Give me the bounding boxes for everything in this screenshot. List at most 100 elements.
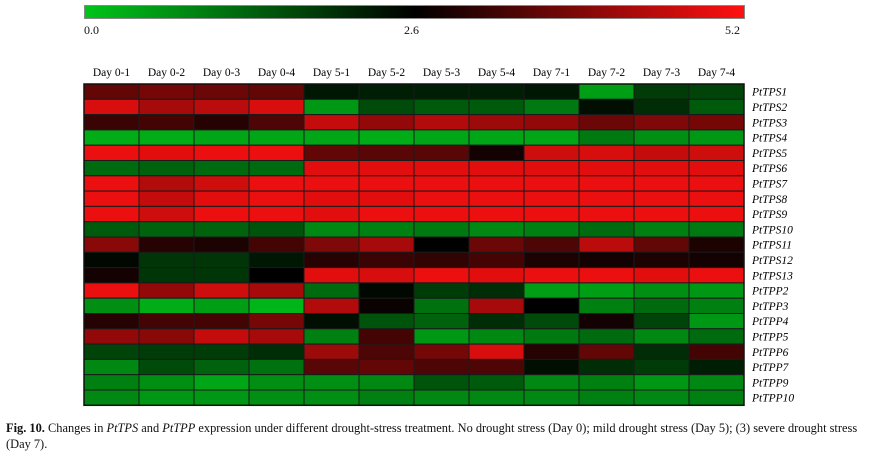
heatmap-cell [688, 221, 745, 238]
heatmap-cell [248, 313, 305, 330]
heatmap-cell [468, 83, 525, 100]
heatmap-cell [688, 236, 745, 253]
heatmap-cell [523, 114, 580, 131]
heatmap-cell [83, 129, 140, 146]
heatmap-cell [468, 282, 525, 299]
heatmap-cell [578, 343, 635, 360]
heatmap-cell [578, 313, 635, 330]
caption-part: and [138, 421, 163, 435]
heatmap-cell [523, 129, 580, 146]
heatmap-cell [83, 374, 140, 391]
heatmap-cell [358, 328, 415, 345]
heatmap-cell [193, 205, 250, 223]
heatmap-cell [578, 251, 635, 269]
row-label: PtTPS2 [751, 102, 787, 114]
heatmap-cell [523, 251, 580, 269]
heatmap-cell [358, 221, 415, 238]
heatmap-cell [523, 328, 580, 345]
heatmap-cell [633, 114, 690, 131]
heatmap-cell [303, 221, 360, 238]
heatmap-cell [303, 144, 360, 161]
column-label: Day 5-1 [313, 67, 351, 79]
heatmap-cell [83, 114, 140, 131]
heatmap-cell [303, 389, 360, 406]
heatmap-cell [83, 144, 140, 161]
heatmap-cell [523, 221, 580, 238]
heatmap-cell [523, 83, 580, 100]
column-label: Day 0-1 [93, 67, 131, 79]
heatmap-cell [688, 144, 745, 161]
heatmap-cell [83, 267, 140, 284]
heatmap-cell [248, 98, 305, 116]
heatmap-cell [83, 282, 140, 299]
heatmap-cell [468, 389, 525, 406]
column-label: Day 5-2 [368, 67, 406, 79]
heatmap-cell [578, 297, 635, 315]
column-label: Day 7-2 [588, 67, 626, 79]
heatmap-cell [413, 297, 470, 315]
heatmap-cell [413, 374, 470, 391]
row-label: PtTPP2 [751, 286, 789, 298]
heatmap-cell [248, 144, 305, 161]
heatmap-cell [468, 190, 525, 207]
row-label: PtTPS3 [751, 117, 787, 129]
heatmap-cell [358, 98, 415, 116]
heatmap-cell [688, 282, 745, 299]
heatmap-cell [578, 389, 635, 406]
heatmap-cell [688, 190, 745, 207]
colorbar [84, 5, 745, 19]
heatmap-cell [468, 221, 525, 238]
heatmap-cell [248, 251, 305, 269]
colorbar-tick-mid: 2.6 [404, 23, 419, 37]
heatmap-cell [578, 160, 635, 177]
heatmap-cell [523, 236, 580, 253]
heatmap-cell [193, 313, 250, 330]
heatmap-cell [413, 251, 470, 269]
heatmap-cell [468, 129, 525, 146]
heatmap-cell [578, 129, 635, 146]
heatmap-cell [413, 282, 470, 299]
heatmap-cell [523, 343, 580, 360]
heatmap-cell [193, 144, 250, 161]
heatmap-cell [633, 328, 690, 345]
heatmap-cell [193, 251, 250, 269]
heatmap-cell [138, 297, 195, 315]
row-label: PtTPS12 [751, 255, 793, 267]
row-label: PtTPP7 [751, 362, 790, 374]
heatmap-cell [468, 251, 525, 269]
heatmap-cell [688, 358, 745, 376]
heatmap-cell [468, 205, 525, 223]
heatmap-cell [358, 358, 415, 376]
caption-part: PtTPP [162, 421, 196, 435]
heatmap-cell [578, 358, 635, 376]
heatmap-cell [688, 297, 745, 315]
heatmap-cell [83, 328, 140, 345]
heatmap-cell [248, 205, 305, 223]
heatmap-cell [688, 83, 745, 100]
figure-caption: Fig. 10. Changes in PtTPS and PtTPP expr… [6, 420, 878, 452]
heatmap-cell [303, 83, 360, 100]
heatmap-cell [413, 267, 470, 284]
heatmap-cell [138, 343, 195, 360]
row-label: PtTPP9 [751, 377, 789, 389]
heatmap-cell [523, 205, 580, 223]
heatmap-cell [578, 282, 635, 299]
heatmap-cell [358, 267, 415, 284]
column-label: Day 5-3 [423, 67, 461, 79]
heatmap-cell [303, 297, 360, 315]
heatmap-cell [83, 190, 140, 207]
heatmap-cell [358, 389, 415, 406]
heatmap-cell [248, 389, 305, 406]
heatmap-cell [688, 374, 745, 391]
heatmap-cell [468, 297, 525, 315]
heatmap-cell [138, 389, 195, 406]
heatmap-cell [578, 328, 635, 345]
heatmap-cell [303, 98, 360, 116]
heatmap-cell [468, 343, 525, 360]
heatmap-cell [358, 313, 415, 330]
heatmap-cell [193, 190, 250, 207]
column-label: Day 7-3 [643, 67, 681, 79]
heatmap-cell [523, 389, 580, 406]
heatmap-cell [413, 98, 470, 116]
heatmap-cell [248, 190, 305, 207]
